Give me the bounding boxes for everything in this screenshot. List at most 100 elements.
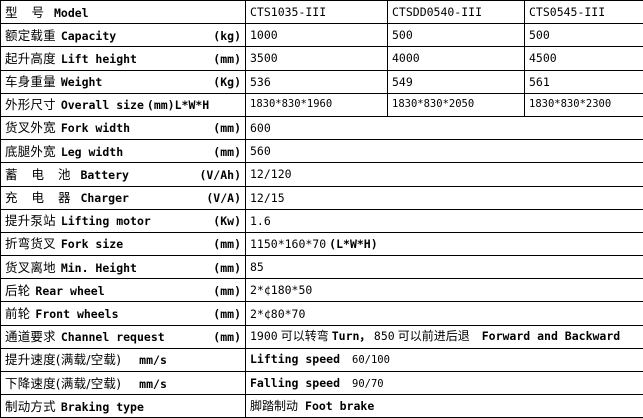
min-height-value: 85 — [246, 256, 643, 279]
table-row-overall-size: 外形尺寸 Overall size (mm)L*W*H 1830*830*196… — [1, 93, 643, 116]
table-row-lifting-speed: 提升速度(满载/空载) mm/s Lifting speed 60/100 — [1, 348, 643, 371]
row-label-cn: 起升高度 — [5, 52, 56, 65]
row-unit: (mm) — [207, 262, 241, 274]
row-label-falling-speed: 下降速度(满载/空载) mm/s — [1, 372, 246, 395]
table-row-front-wheels: 前轮 Front wheels (mm) 2*¢80*70 — [1, 302, 643, 325]
braking-type-value: 脚踏制动 Foot brake — [246, 395, 643, 418]
row-label-cn: 型 号 — [5, 6, 49, 19]
row-label-leg-width: 底腿外宽 Leg width (mm) — [1, 140, 246, 163]
row-label-weight: 车身重量 Weight (Kg) — [1, 70, 246, 93]
row-label-cn: 货叉外宽 — [5, 121, 56, 134]
lift-height-col-3: 4500 — [525, 47, 643, 70]
overall-size-col-1: 1830*830*1960 — [246, 93, 388, 116]
row-label-rear-wheel: 后轮 Rear wheel (mm) — [1, 279, 246, 302]
row-label-en: Front wheels — [35, 308, 118, 320]
rear-wheel-value: 2*¢180*50 — [246, 279, 643, 302]
lift-height-col-2: 4000 — [388, 47, 525, 70]
row-label-cn: 制动方式 — [5, 400, 56, 413]
row-unit: (V/A) — [200, 192, 241, 204]
fork-size-dimensions: 1150*160*70 — [250, 238, 326, 250]
row-label-en: Braking type — [61, 401, 144, 413]
table-row-lifting-motor: 提升泵站 Lifting motor (Kw) 1.6 — [1, 209, 643, 232]
row-label-min-height: 货叉离地 Min. Height (mm) — [1, 256, 246, 279]
row-label-lifting-speed: 提升速度(满载/空载) mm/s — [1, 348, 246, 371]
row-unit: (mm) — [207, 238, 241, 250]
table-row-leg-width: 底腿外宽 Leg width (mm) 560 — [1, 140, 643, 163]
front-wheels-value: 2*¢80*70 — [246, 302, 643, 325]
row-label-capacity: 额定载重 Capacity (kg) — [1, 24, 246, 47]
row-label-en: Lifting motor — [61, 215, 151, 227]
row-label-en: Leg width — [61, 146, 123, 158]
fork-size-value: 1150*160*70 (L*W*H) — [246, 232, 643, 255]
row-label-cn: 通道要求 — [5, 330, 56, 343]
row-label-fork-width: 货叉外宽 Fork width (mm) — [1, 116, 246, 139]
row-unit: (kg) — [207, 30, 241, 42]
row-label-en: Channel request — [61, 331, 165, 343]
row-label-en: Fork width — [61, 122, 130, 134]
row-label-en: Rear wheel — [35, 285, 104, 297]
channel-travel-number: 850 — [374, 330, 395, 342]
fork-width-value: 600 — [246, 116, 643, 139]
row-label-en: Capacity — [61, 30, 116, 42]
lifting-motor-value: 1.6 — [246, 209, 643, 232]
leg-width-value: 560 — [246, 140, 643, 163]
row-unit: (Kw) — [207, 215, 241, 227]
table-row-rear-wheel: 后轮 Rear wheel (mm) 2*¢180*50 — [1, 279, 643, 302]
row-label-front-wheels: 前轮 Front wheels (mm) — [1, 302, 246, 325]
row-unit: mm/s — [139, 378, 167, 390]
table-row-capacity: 额定载重 Capacity (kg) 1000 500 500 — [1, 24, 643, 47]
row-label-lifting-motor: 提升泵站 Lifting motor (Kw) — [1, 209, 246, 232]
row-label-en: Min. Height — [61, 262, 137, 274]
falling-speed-label: Falling speed — [250, 377, 340, 389]
row-unit: (mm) — [207, 308, 241, 320]
capacity-col-3: 500 — [525, 24, 643, 47]
channel-travel-cn: 可以前进后退 — [398, 330, 470, 343]
channel-request-value: 1900 可以转弯 Turn， 850 可以前进后退 Forward and B… — [246, 325, 643, 348]
lifting-speed-number: 60/100 — [352, 355, 390, 366]
weight-col-2: 549 — [388, 70, 525, 93]
weight-col-3: 561 — [525, 70, 643, 93]
row-label-cn: 提升速度(满载/空载) — [5, 353, 121, 366]
channel-turn-number: 1900 — [250, 330, 278, 342]
model-col-1: CTS1035-III — [246, 1, 388, 24]
row-label-cn: 折弯货叉 — [5, 237, 56, 250]
row-label-charger: 充 电 器 Charger (V/A) — [1, 186, 246, 209]
table-row-model: 型 号 Model CTS1035-III CTSDD0540-III CTS0… — [1, 1, 643, 24]
table-row-weight: 车身重量 Weight (Kg) 536 549 561 — [1, 70, 643, 93]
overall-size-col-2: 1830*830*2050 — [388, 93, 525, 116]
fork-size-axes: (L*W*H) — [329, 238, 377, 250]
row-label-cn: 下降速度(满载/空载) — [5, 377, 121, 390]
row-label-fork-size: 折弯货叉 Fork size (mm) — [1, 232, 246, 255]
row-label-cn: 车身重量 — [5, 75, 56, 88]
row-label-en: Model — [54, 7, 89, 19]
table-row-min-height: 货叉离地 Min. Height (mm) 85 — [1, 256, 643, 279]
row-label-cn: 外形尺寸 — [5, 98, 56, 111]
table-row-channel-request: 通道要求 Channel request (mm) 1900 可以转弯 Turn… — [1, 325, 643, 348]
row-label-channel-request: 通道要求 Channel request (mm) — [1, 325, 246, 348]
row-label-en: Fork size — [61, 238, 123, 250]
table-row-battery: 蓄 电 池 Battery (V/Ah) 12/120 — [1, 163, 643, 186]
row-label-cn: 提升泵站 — [5, 214, 56, 227]
row-label-cn: 后轮 — [5, 284, 30, 297]
row-label-en: Lift height — [61, 53, 137, 65]
row-label-cn: 充 电 器 — [5, 191, 75, 204]
row-label-cn: 底腿外宽 — [5, 145, 56, 158]
table-row-lift-height: 起升高度 Lift height (mm) 3500 4000 4500 — [1, 47, 643, 70]
channel-turn-en: Turn， — [332, 330, 371, 342]
row-label-model: 型 号 Model — [1, 1, 246, 24]
lifting-speed-label: Lifting speed — [250, 353, 340, 365]
row-label-overall-size: 外形尺寸 Overall size (mm)L*W*H — [1, 93, 246, 116]
row-label-cn: 蓄 电 池 — [5, 168, 75, 181]
row-unit: (mm) — [207, 53, 241, 65]
falling-speed-number: 90/70 — [352, 379, 384, 390]
battery-value: 12/120 — [246, 163, 643, 186]
row-unit: (Kg) — [207, 76, 241, 88]
lift-height-col-1: 3500 — [246, 47, 388, 70]
table-row-braking-type: 制动方式 Braking type 脚踏制动 Foot brake — [1, 395, 643, 418]
row-unit: (mm) — [207, 285, 241, 297]
row-label-en: Overall size — [61, 99, 144, 111]
table-row-fork-width: 货叉外宽 Fork width (mm) 600 — [1, 116, 643, 139]
braking-type-cn: 脚踏制动 — [250, 400, 298, 413]
row-label-lift-height: 起升高度 Lift height (mm) — [1, 47, 246, 70]
